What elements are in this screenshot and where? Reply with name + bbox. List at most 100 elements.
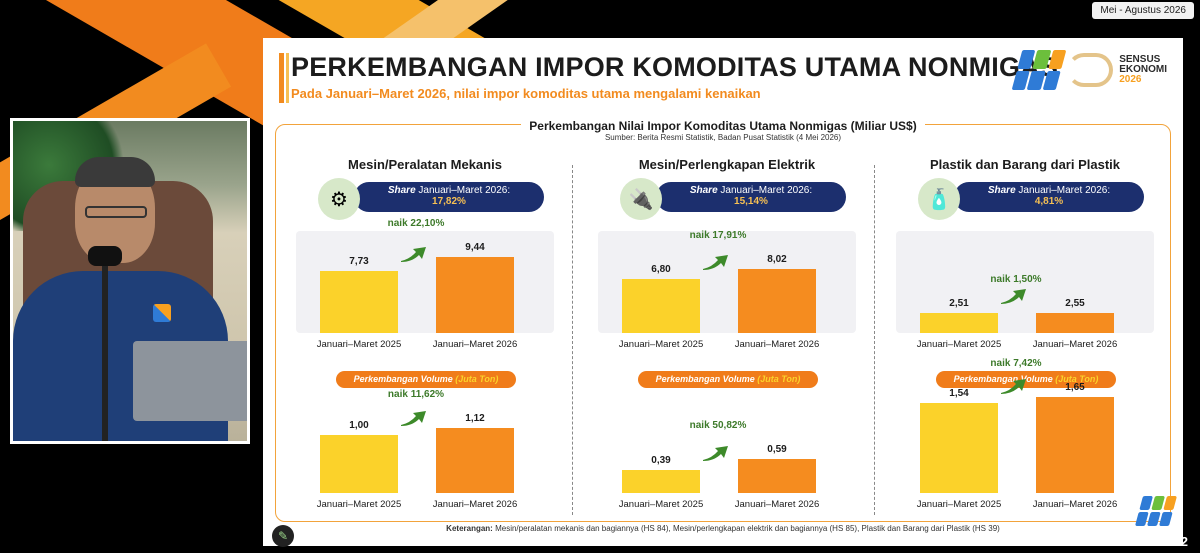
- up-arrow-icon: [703, 255, 728, 270]
- volume-unit: (Juta Ton): [757, 374, 801, 384]
- x-axis-label: Januari–Maret 2026: [432, 499, 518, 510]
- volume-label: Perkembangan Volume (Juta Ton): [638, 371, 818, 388]
- laptop: [133, 341, 247, 421]
- x-axis-label: Januari–Maret 2025: [316, 339, 402, 350]
- x-axis-label: Januari–Maret 2026: [1032, 339, 1118, 350]
- presentation-slide: PERKEMBANGAN IMPOR KOMODITAS UTAMA NONMI…: [263, 38, 1183, 546]
- share-badge: Share Januari–Maret 2026: 17,82%: [354, 182, 544, 212]
- bar-value-label: 0,59: [767, 444, 787, 455]
- commodity-title: Plastik dan Barang dari Plastik: [929, 157, 1121, 172]
- change-label: naik 7,42%: [990, 358, 1042, 369]
- sensus-logo-icon: [1067, 53, 1114, 87]
- up-arrow-icon: [1001, 379, 1026, 394]
- bar-2025: [320, 435, 398, 493]
- chart-title: Perkembangan Nilai Impor Komoditas Utama…: [521, 119, 925, 133]
- share-period: Januari–Maret 2026:: [1015, 185, 1111, 196]
- bps-corner-logo-icon: [1134, 496, 1178, 526]
- volume-chart: 0,39 0,59 naik 50,82%: [598, 396, 856, 493]
- mic-stand: [102, 266, 108, 441]
- commodity-column: Mesin/Peralatan Mekanis Share Januari–Mar…: [280, 151, 570, 521]
- x-axis-label: Januari–Maret 2026: [1032, 499, 1118, 510]
- x-axis-label: Januari–Maret 2025: [618, 499, 704, 510]
- bar-2026: [1036, 397, 1114, 493]
- share-period: Januari–Maret 2026:: [415, 185, 511, 196]
- bps-logo-icon: [1011, 50, 1067, 90]
- bar-value-label: 6,80: [651, 264, 671, 275]
- change-label: naik 22,10%: [387, 218, 445, 229]
- microphone-icon: [88, 246, 122, 266]
- bar-2025: [920, 313, 998, 333]
- plastic-items-icon: 🧴: [918, 178, 960, 220]
- brand-logos: SENSUS EKONOMI 2026: [1011, 50, 1167, 90]
- volume-title: Perkembangan Volume: [953, 374, 1056, 384]
- volume-unit: (Juta Ton): [1055, 374, 1099, 384]
- presenter-hair: [75, 157, 155, 187]
- commodity-title: Mesin/Peralatan Mekanis: [348, 157, 502, 172]
- bar-2026: [436, 428, 514, 493]
- bar-2025: [920, 403, 998, 493]
- brand-line: SENSUS: [1119, 54, 1161, 65]
- share-value: 17,82%: [432, 196, 466, 207]
- share-label: Share: [387, 185, 416, 196]
- share-label: Share: [987, 185, 1016, 196]
- x-axis-label: Januari–Maret 2026: [734, 339, 820, 350]
- bar-value-label: 8,02: [767, 254, 787, 265]
- bar-2026: [1036, 313, 1114, 333]
- change-label: naik 1,50%: [990, 274, 1042, 285]
- volume-unit: (Juta Ton): [455, 374, 499, 384]
- bar-2026: [436, 257, 514, 333]
- change-label: naik 50,82%: [689, 420, 747, 431]
- bar-value-label: 7,73: [349, 256, 369, 267]
- bar-2026: [738, 269, 816, 333]
- footnote: Keterangan: Mesin/peralatan mekanis dan …: [263, 524, 1183, 533]
- page-number: 32: [1173, 534, 1188, 549]
- x-axis-label: Januari–Maret 2025: [316, 499, 402, 510]
- bar-value-label: 1,54: [949, 388, 969, 399]
- up-arrow-icon: [401, 247, 426, 262]
- change-label: naik 11,62%: [387, 389, 445, 400]
- sensus-text: SENSUS EKONOMI 2026: [1119, 55, 1167, 85]
- bar-value-label: 9,44: [465, 242, 485, 253]
- brand-line: EKONOMI: [1119, 64, 1167, 75]
- column-separator: [572, 165, 573, 515]
- bar-value-label: 1,00: [349, 420, 369, 431]
- plug-icon: 🔌: [620, 178, 662, 220]
- share-badge: Share Januari–Maret 2026: 4,81%: [954, 182, 1144, 212]
- bar-2025: [320, 271, 398, 333]
- shirt-logo: [153, 304, 171, 322]
- x-axis-label: Januari–Maret 2026: [432, 339, 518, 350]
- bar-2025: [622, 470, 700, 493]
- footnote-label: Keterangan:: [446, 524, 493, 533]
- slide-subtitle: Pada Januari–Maret 2026, nilai impor kom…: [291, 86, 761, 101]
- bar-value-label: 1,65: [1065, 382, 1085, 393]
- chart-frame: Perkembangan Nilai Impor Komoditas Utama…: [275, 119, 1171, 522]
- brand-year: 2026: [1119, 74, 1142, 85]
- bar-value-label: 0,39: [651, 455, 671, 466]
- up-arrow-icon: [401, 411, 426, 426]
- share-value: 4,81%: [1034, 196, 1064, 207]
- x-axis-label: Januari–Maret 2025: [618, 339, 704, 350]
- webcam-feed: [10, 118, 250, 444]
- gear-icon: ⚙: [318, 178, 360, 220]
- volume-label: Perkembangan Volume (Juta Ton): [936, 371, 1116, 388]
- share-badge: Share Januari–Maret 2026: 15,14%: [656, 182, 846, 212]
- date-badge: Mei - Agustus 2026: [1092, 2, 1194, 19]
- title-accent: [286, 53, 289, 103]
- change-label: naik 17,91%: [689, 230, 747, 241]
- commodity-title: Mesin/Perlengkapan Elektrik: [638, 157, 816, 172]
- slide-title: PERKEMBANGAN IMPOR KOMODITAS UTAMA NONMI…: [291, 52, 1059, 82]
- glasses: [85, 206, 147, 218]
- volume-title: Perkembangan Volume: [353, 374, 456, 384]
- pencil-icon[interactable]: ✎: [272, 525, 294, 547]
- bar-2025: [622, 279, 700, 333]
- x-axis-label: Januari–Maret 2025: [916, 339, 1002, 350]
- share-label: Share: [689, 185, 718, 196]
- x-axis-label: Januari–Maret 2026: [734, 499, 820, 510]
- bar-value-label: 2,55: [1065, 298, 1085, 309]
- share-period: Januari–Maret 2026:: [717, 185, 813, 196]
- column-separator: [874, 165, 875, 515]
- value-chart: 2,51 2,55 naik 1,50%: [896, 231, 1154, 333]
- volume-chart: 1,00 1,12 naik 11,62%: [296, 389, 554, 493]
- x-axis-label: Januari–Maret 2025: [916, 499, 1002, 510]
